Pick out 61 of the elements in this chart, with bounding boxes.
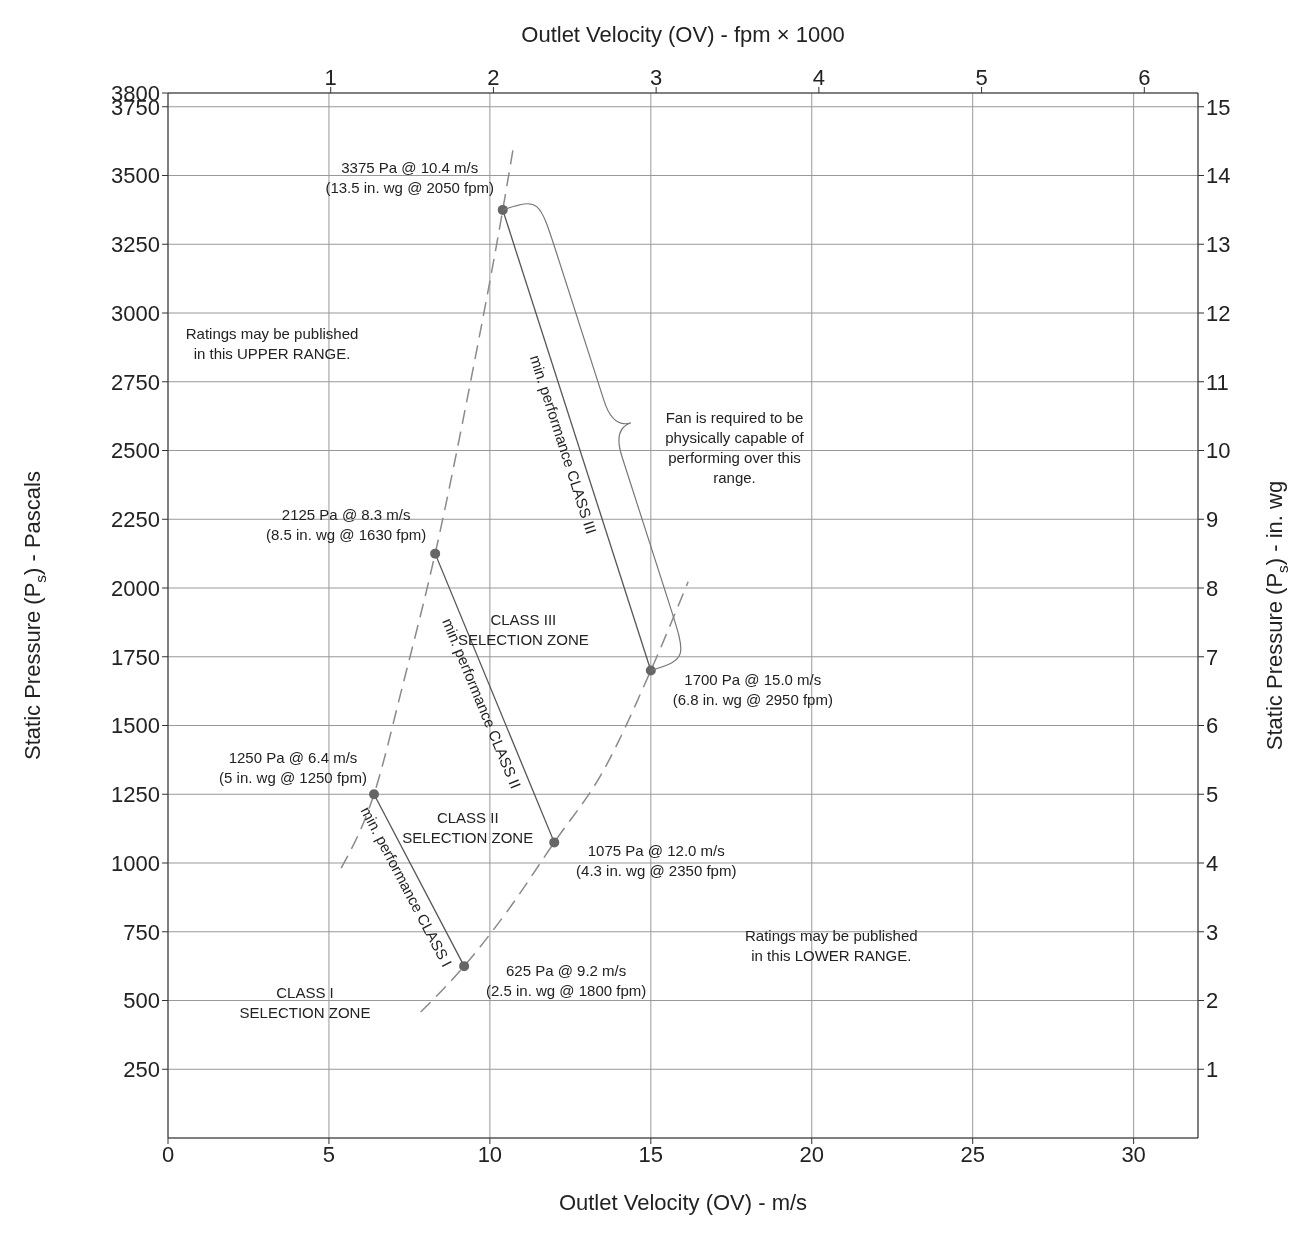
point (430, 548, 441, 559)
y2-tick-label: 15 (1206, 94, 1231, 120)
y2-tick-label: 14 (1206, 163, 1231, 189)
y-tick-label: 2000 (111, 575, 160, 601)
x2-tick-label: 4 (812, 65, 825, 90)
annotation: Ratings may be published in this LOWER RANGE. (745, 927, 918, 965)
y2-tick-label: 6 (1206, 713, 1219, 739)
point (497, 204, 508, 215)
y-tick-label: 1000 (111, 850, 160, 876)
x2-tick-label: 3 (650, 65, 663, 90)
annotation: Fan is required to be physically capable of performing over this range. (665, 408, 805, 486)
annotation: CLASS I SELECTION ZONE (239, 983, 371, 1021)
y2-tick-label: 11 (1206, 369, 1229, 395)
y-tick-label: 3000 (111, 300, 160, 326)
x-tick-label: 25 (960, 1141, 985, 1167)
x2-tick-label: 5 (975, 65, 988, 90)
y-tick-label: 1500 (111, 713, 160, 739)
y-tick-label: 1250 (111, 782, 160, 808)
annotation: 1075 Pa @ 12.0 m/s (4.3 in. wg @ 2350 fpm) (576, 841, 737, 879)
x-tick-label: 5 (322, 1141, 336, 1167)
x2-tick-label: 2 (487, 65, 500, 90)
x-tick-label: 30 (1121, 1141, 1146, 1167)
y2-tick-label: 12 (1206, 300, 1231, 326)
annotation: CLASS III SELECTION ZONE (457, 610, 589, 648)
y2-tick-label: 10 (1206, 438, 1231, 464)
y2-tick-label: 4 (1206, 850, 1219, 876)
y-tick-label: 500 (123, 988, 160, 1014)
point (369, 789, 379, 800)
y-tick-label: 3250 (111, 232, 160, 258)
y2-tick-label: 9 (1206, 507, 1219, 533)
x-tick-label: 10 (477, 1141, 503, 1167)
y2-tick-label: 2 (1206, 988, 1219, 1014)
x2-tick-label: 1 (324, 65, 337, 90)
y-tick-label: 750 (123, 919, 160, 945)
y-tick-label: 250 (123, 1057, 160, 1083)
y2-tick-label: 13 (1206, 232, 1231, 258)
annotation: 2125 Pa @ 8.3 m/s (8.5 in. wg @ 1630 fpm) (266, 506, 427, 544)
x2-tick-label: 6 (1138, 65, 1151, 90)
x-tick-label: 15 (638, 1141, 664, 1167)
y-tick-label: 2750 (111, 369, 160, 395)
x-axis-title: Outlet Velocity (OV) - m/s (558, 1189, 808, 1215)
point (459, 961, 470, 972)
y2-tick-label: 7 (1206, 644, 1219, 670)
point (549, 837, 560, 848)
x2-axis-title: Outlet Velocity (OV) - fpm × 1000 (521, 21, 845, 47)
annotation: 3375 Pa @ 10.4 m/s (13.5 in. wg @ 2050 fpm) (325, 159, 495, 197)
x-tick-label: 20 (799, 1141, 824, 1167)
annotation: 1700 Pa @ 15.0 m/s (6.8 in. wg @ 2950 fpm) (672, 671, 833, 708)
annotation: 1250 Pa @ 6.4 m/s (5 in. wg @ 1250 fpm) (219, 748, 367, 786)
y-tick-label: 3500 (111, 163, 160, 189)
point (645, 665, 656, 676)
annotation: Ratings may be published in this UPPER RANGE. (185, 325, 359, 363)
y-tick-label: 2250 (111, 507, 160, 533)
y2-tick-label: 3 (1206, 919, 1219, 945)
x-tick-label: 0 (161, 1141, 175, 1167)
y2-tick-label: 8 (1206, 575, 1219, 601)
y2-tick-label: 5 (1206, 782, 1219, 808)
annotation: 625 Pa @ 9.2 m/s (2.5 in. wg @ 1800 fpm) (485, 961, 647, 999)
y-tick-label: 1750 (111, 644, 160, 670)
y-tick-label: 2500 (111, 438, 160, 464)
y2-tick-label: 1 (1206, 1057, 1219, 1083)
